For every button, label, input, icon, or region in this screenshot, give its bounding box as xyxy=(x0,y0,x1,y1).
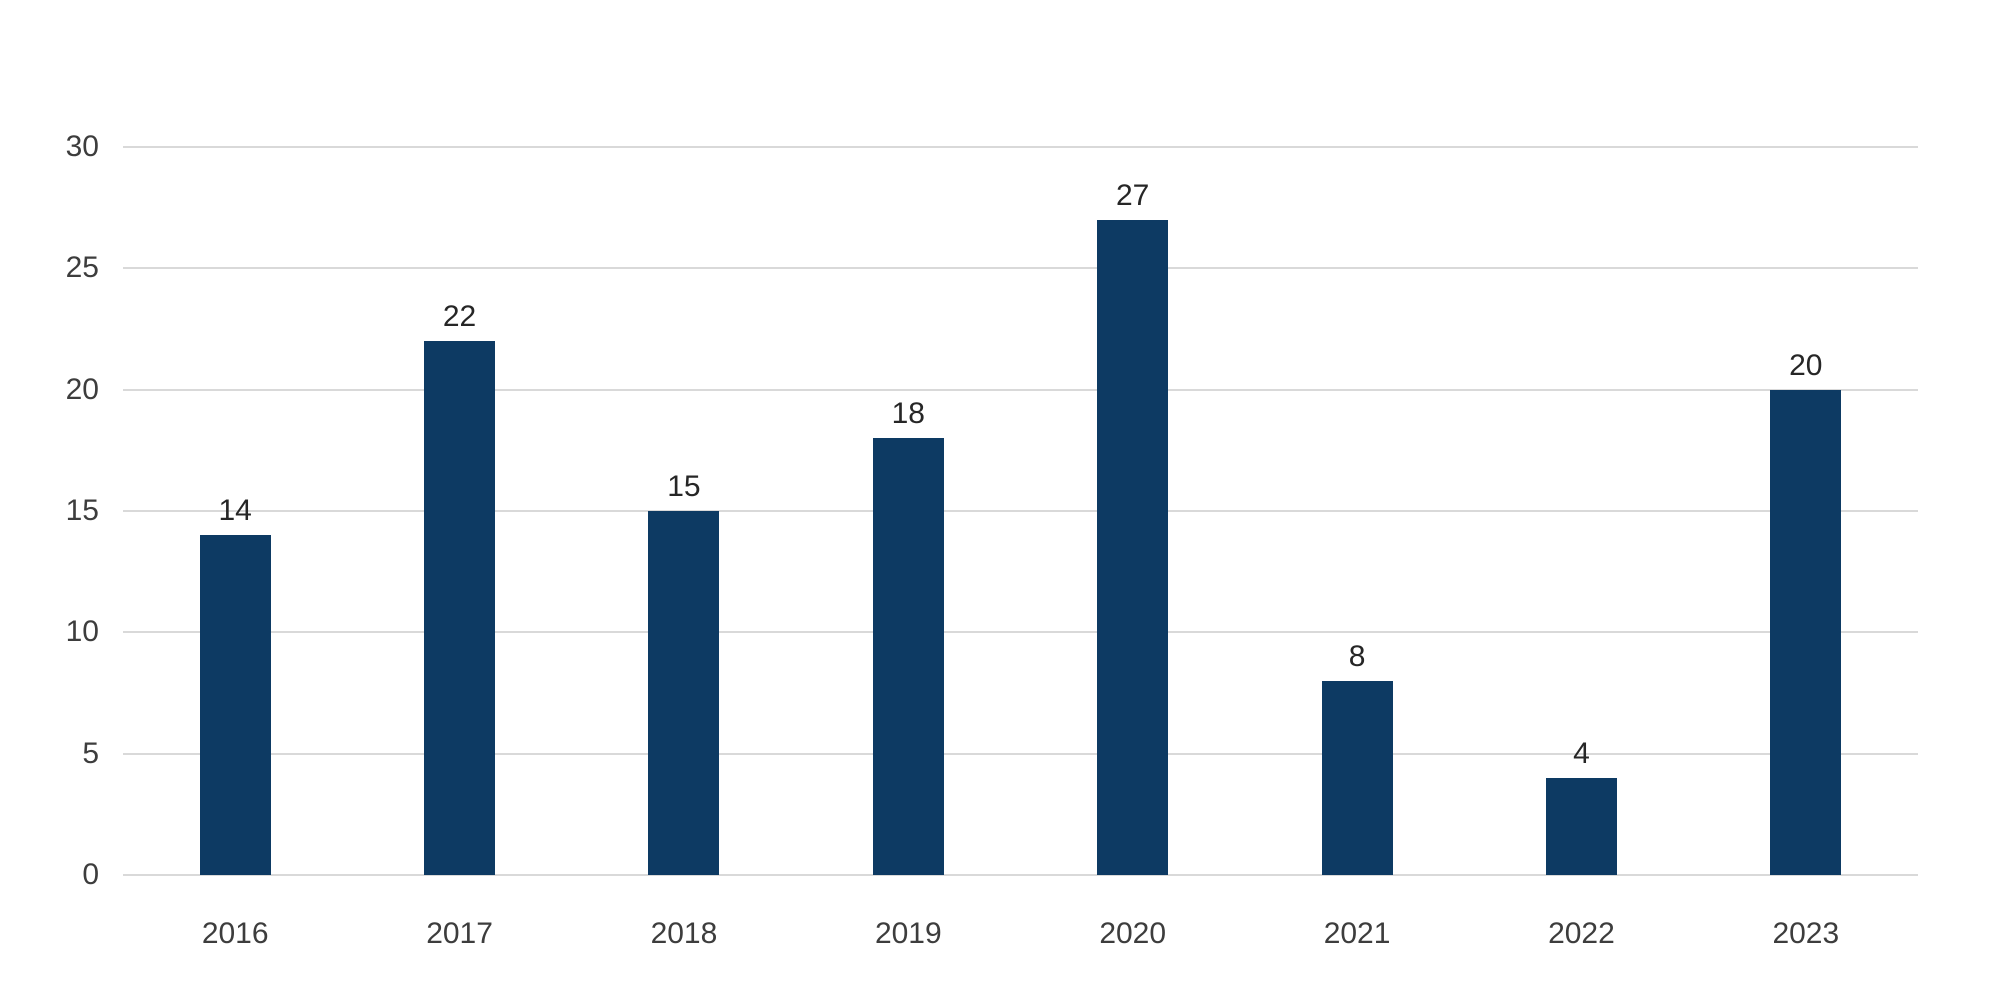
bar-2016 xyxy=(199,535,271,875)
y-tick-label: 20 xyxy=(65,372,99,406)
y-tick-label: 0 xyxy=(82,858,99,891)
bar-value-label: 22 xyxy=(442,300,477,334)
y-tick-label: 15 xyxy=(65,493,99,527)
bar-value-label: 20 xyxy=(1789,348,1823,382)
bar-2019 xyxy=(872,438,944,875)
x-axis-label: 2019 xyxy=(874,917,942,950)
x-axis-baseline xyxy=(123,874,1918,876)
y-tick-label: 5 xyxy=(82,736,99,770)
bar-2022 xyxy=(1545,777,1617,875)
y-tick-label: 30 xyxy=(65,129,99,163)
x-axis-label: 2021 xyxy=(1323,917,1391,950)
bar-value-label: 18 xyxy=(891,397,925,431)
x-axis-label: 2016 xyxy=(201,917,269,950)
bar-2017 xyxy=(424,341,496,875)
bar-2023 xyxy=(1770,389,1842,875)
y-gridline xyxy=(123,509,1918,512)
bar-2020 xyxy=(1097,219,1169,875)
x-axis-label: 2022 xyxy=(1548,917,1615,950)
x-axis-label: 2018 xyxy=(650,917,718,950)
bar-2018 xyxy=(648,510,720,875)
bar-value-label: 27 xyxy=(1116,178,1150,212)
y-gridline xyxy=(123,267,1918,270)
y-gridline xyxy=(123,145,1918,148)
bar-value-label: 4 xyxy=(1573,736,1590,770)
bar-value-label: 15 xyxy=(667,469,701,503)
y-gridline xyxy=(123,631,1918,634)
y-gridline xyxy=(123,388,1918,391)
bar-value-label: 14 xyxy=(218,494,252,528)
x-axis-label: 2020 xyxy=(1099,917,1167,950)
y-gridline xyxy=(123,752,1918,755)
y-tick-label: 10 xyxy=(65,615,99,649)
y-tick-label: 25 xyxy=(65,251,99,285)
x-axis-label: 2017 xyxy=(426,917,493,950)
bar-value-label: 8 xyxy=(1348,639,1366,673)
x-axis-label: 2023 xyxy=(1772,917,1840,950)
bar-2021 xyxy=(1321,680,1393,875)
